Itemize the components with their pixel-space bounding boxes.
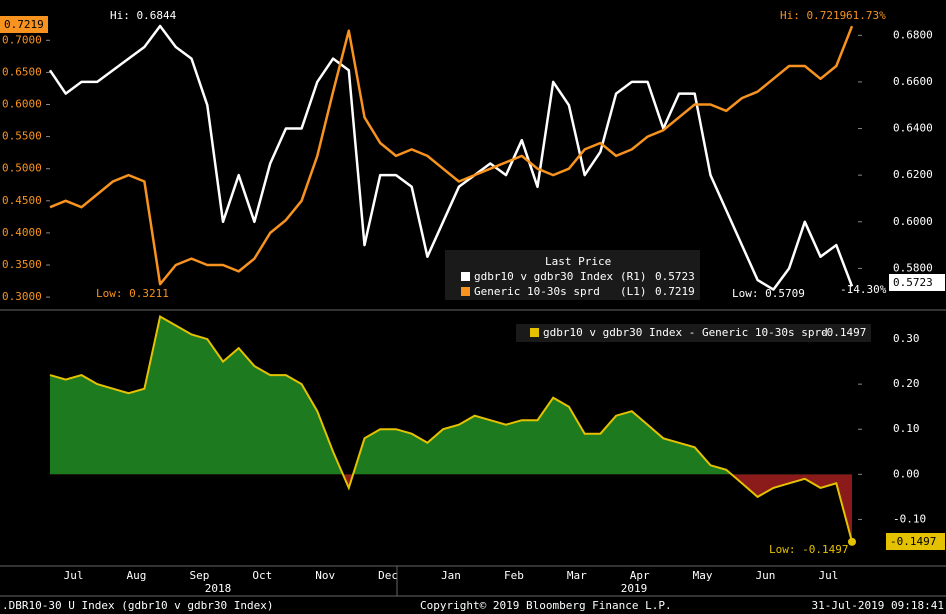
legend-box bbox=[445, 250, 700, 300]
annotation: Hi: 0.7219 bbox=[780, 9, 846, 22]
annotation: Low: 0.5709 bbox=[732, 287, 805, 300]
y-tick-label: 0.6800 bbox=[893, 28, 933, 41]
year-label: 2019 bbox=[621, 582, 648, 595]
y-tick-label: 0.4000 bbox=[2, 226, 42, 239]
legend-label: gdbr10 v gdbr30 Index - Generic 10-30s s… bbox=[543, 326, 828, 339]
y-tick-label: 0.5800 bbox=[893, 261, 933, 274]
x-tick-label: May bbox=[693, 569, 713, 582]
annotation: 61.73% bbox=[846, 9, 886, 22]
y-tick-label: 0.5000 bbox=[2, 162, 42, 175]
y-tick-label: 0.10 bbox=[893, 422, 920, 435]
legend-label: Generic 10-30s sprd bbox=[474, 285, 600, 298]
series-line bbox=[48, 24, 854, 291]
x-tick-label: Apr bbox=[630, 569, 650, 582]
last-value-label: -0.1497 bbox=[890, 535, 936, 548]
x-tick-label: Jun bbox=[756, 569, 776, 582]
legend-value: 0.7219 bbox=[655, 285, 695, 298]
legend-swatch bbox=[530, 328, 539, 337]
legend-title: Last Price bbox=[545, 255, 611, 268]
series-line bbox=[49, 314, 853, 543]
y-tick-label: 0.6000 bbox=[2, 98, 42, 111]
area-positive bbox=[50, 316, 852, 475]
y-tick-label: 0.6500 bbox=[2, 65, 42, 78]
year-label: 2018 bbox=[205, 582, 232, 595]
x-tick-label: Dec bbox=[378, 569, 398, 582]
y-tick-label: 0.00 bbox=[893, 467, 920, 480]
legend-axis: (R1) bbox=[620, 270, 647, 283]
y-tick-label: 0.20 bbox=[893, 377, 920, 390]
x-tick-label: Mar bbox=[567, 569, 587, 582]
legend-value: -0.1497 bbox=[820, 326, 866, 339]
annotation: Hi: 0.6844 bbox=[110, 9, 177, 22]
footer-right: 31-Jul-2019 09:18:41 bbox=[812, 599, 944, 612]
annotation: Low: 0.3211 bbox=[96, 287, 169, 300]
legend-swatch bbox=[461, 272, 470, 281]
annotation: Low: -0.1497 bbox=[769, 543, 848, 556]
last-value-label: 0.7219 bbox=[4, 18, 44, 31]
y-tick-label: 0.6600 bbox=[893, 75, 933, 88]
x-tick-label: Jul bbox=[818, 569, 838, 582]
x-tick-label: Aug bbox=[127, 569, 147, 582]
y-tick-label: 0.6200 bbox=[893, 168, 933, 181]
y-tick-label: 0.3000 bbox=[2, 290, 42, 303]
series-line bbox=[49, 25, 854, 286]
last-value-tag bbox=[0, 16, 48, 33]
x-tick-label: Feb bbox=[504, 569, 524, 582]
annotation: -14.30% bbox=[840, 283, 887, 296]
footer-left: .DBR10-30 U Index (gdbr10 v gdbr30 Index… bbox=[2, 599, 274, 612]
y-tick-label: 0.7000 bbox=[2, 33, 42, 46]
x-tick-label: Nov bbox=[315, 569, 335, 582]
y-tick-label: -0.10 bbox=[893, 512, 926, 525]
y-tick-label: 0.30 bbox=[893, 332, 920, 345]
legend-box bbox=[516, 324, 871, 342]
y-tick-label: 0.4500 bbox=[2, 194, 42, 207]
legend-label: gdbr10 v gdbr30 Index bbox=[474, 270, 613, 283]
y-tick-label: 0.3500 bbox=[2, 258, 42, 271]
y-tick-label: 0.6400 bbox=[893, 122, 933, 135]
y-tick-label: 0.6000 bbox=[893, 215, 933, 228]
last-value-tag bbox=[889, 274, 945, 291]
x-tick-label: Jan bbox=[441, 569, 461, 582]
last-point bbox=[848, 537, 856, 546]
legend-axis: (L1) bbox=[620, 285, 647, 298]
x-tick-label: Sep bbox=[189, 569, 209, 582]
legend-value: 0.5723 bbox=[655, 270, 695, 283]
last-value-tag bbox=[886, 533, 945, 550]
x-tick-label: Jul bbox=[64, 569, 84, 582]
background: Jul Aug Sep Oct Nov Dec Jan Feb Mar Apr May Jun Jul 2… bbox=[2, 24, 933, 595]
last-value-label: 0.5723 bbox=[893, 276, 933, 289]
footer-center: Copyright© 2019 Bloomberg Finance L.P. bbox=[420, 599, 672, 612]
legend-swatch bbox=[461, 287, 470, 296]
x-tick-label: Oct bbox=[252, 569, 272, 582]
y-tick-label: 0.5500 bbox=[2, 130, 42, 143]
